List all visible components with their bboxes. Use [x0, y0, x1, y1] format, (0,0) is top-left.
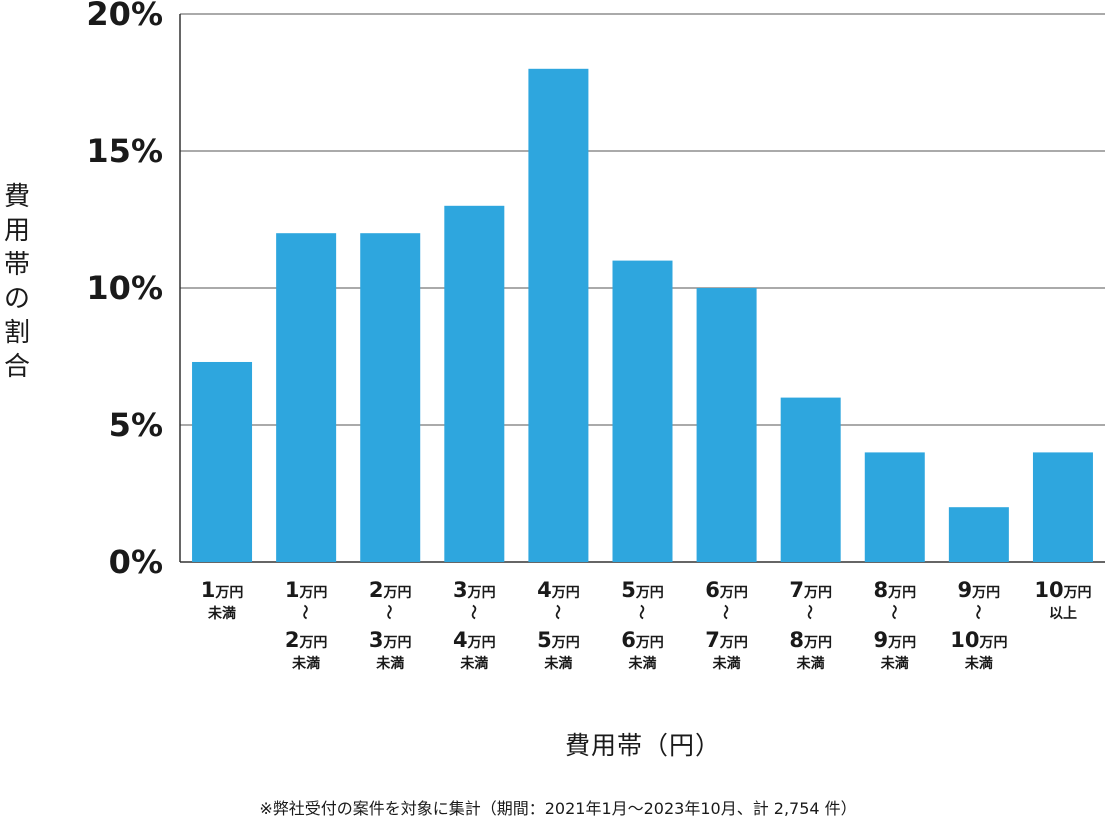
y-tick-label: 15% [86, 132, 163, 170]
x-tick-label: 1万円 [201, 578, 244, 602]
x-tick-suffix: 未満 [629, 655, 657, 672]
x-tick-range-mark: ～ [464, 604, 482, 619]
bar [612, 260, 673, 562]
bar-chart: 0%5%10%15%20%1万円未満1万円～2万円未満2万円～3万円未満3万円～… [86, 0, 1105, 672]
x-tick-suffix: 未満 [208, 605, 236, 622]
x-tick-suffix: 未満 [713, 655, 741, 672]
x-tick-label-from: 5万円 [621, 578, 664, 602]
footnote: ※弊社受付の案件を対象に集計（期間：2021年1月～2023年10月、計 2,7… [259, 799, 857, 818]
x-tick-label-to: 6万円 [621, 628, 664, 652]
y-tick-label: 5% [109, 406, 163, 444]
x-tick-range-mark: ～ [801, 604, 819, 619]
x-tick-label-to: 3万円 [369, 628, 412, 652]
x-tick-label-from: 3万円 [453, 578, 496, 602]
bar [948, 507, 1009, 562]
x-tick-label-to: 4万円 [453, 628, 496, 652]
bar [192, 361, 253, 562]
y-tick-label: 20% [86, 0, 163, 33]
x-tick-suffix: 未満 [881, 655, 909, 672]
x-tick-label-from: 8万円 [873, 578, 916, 602]
x-tick-range-mark: ～ [717, 604, 735, 619]
x-tick-label-from: 9万円 [958, 578, 1001, 602]
x-tick-label: 10万円 [1034, 578, 1091, 602]
x-tick-label-from: 6万円 [705, 578, 748, 602]
x-tick-label-to: 7万円 [705, 628, 748, 652]
x-tick-label-to: 2万円 [285, 628, 328, 652]
x-tick-suffix: 未満 [544, 655, 572, 672]
x-tick-label-from: 1万円 [285, 578, 328, 602]
y-tick-label: 10% [86, 269, 163, 307]
x-tick-label-from: 2万円 [369, 578, 412, 602]
x-axis-label: 費用帯（円） [564, 731, 721, 760]
x-tick-range-mark: ～ [380, 604, 398, 619]
x-tick-range-mark: ～ [548, 604, 566, 619]
y-axis-label: 費用帯の割合 [3, 182, 30, 382]
x-tick-label-to: 5万円 [537, 628, 580, 652]
x-tick-label-from: 7万円 [789, 578, 832, 602]
bar [1032, 452, 1093, 562]
bar [528, 68, 589, 563]
x-tick-suffix: 未満 [292, 655, 320, 672]
x-tick-range-mark: ～ [296, 604, 314, 619]
x-tick-suffix: 未満 [965, 655, 993, 672]
x-tick-label-to: 10万円 [950, 628, 1007, 652]
bar [696, 288, 757, 562]
bar [360, 233, 421, 562]
bar [444, 205, 505, 563]
x-tick-suffix: 未満 [797, 655, 825, 672]
bar [780, 397, 841, 562]
x-tick-suffix: 未満 [460, 655, 488, 672]
bar [276, 233, 337, 562]
x-tick-suffix: 未満 [376, 655, 404, 672]
y-tick-label: 0% [109, 543, 163, 581]
x-tick-range-mark: ～ [633, 604, 651, 619]
x-tick-label-from: 4万円 [537, 578, 580, 602]
x-tick-label-to: 9万円 [873, 628, 916, 652]
x-tick-suffix: 以上 [1049, 606, 1077, 622]
x-tick-label-to: 8万円 [789, 628, 832, 652]
x-tick-range-mark: ～ [885, 604, 903, 619]
x-tick-range-mark: ～ [969, 604, 987, 619]
bar [864, 452, 925, 562]
